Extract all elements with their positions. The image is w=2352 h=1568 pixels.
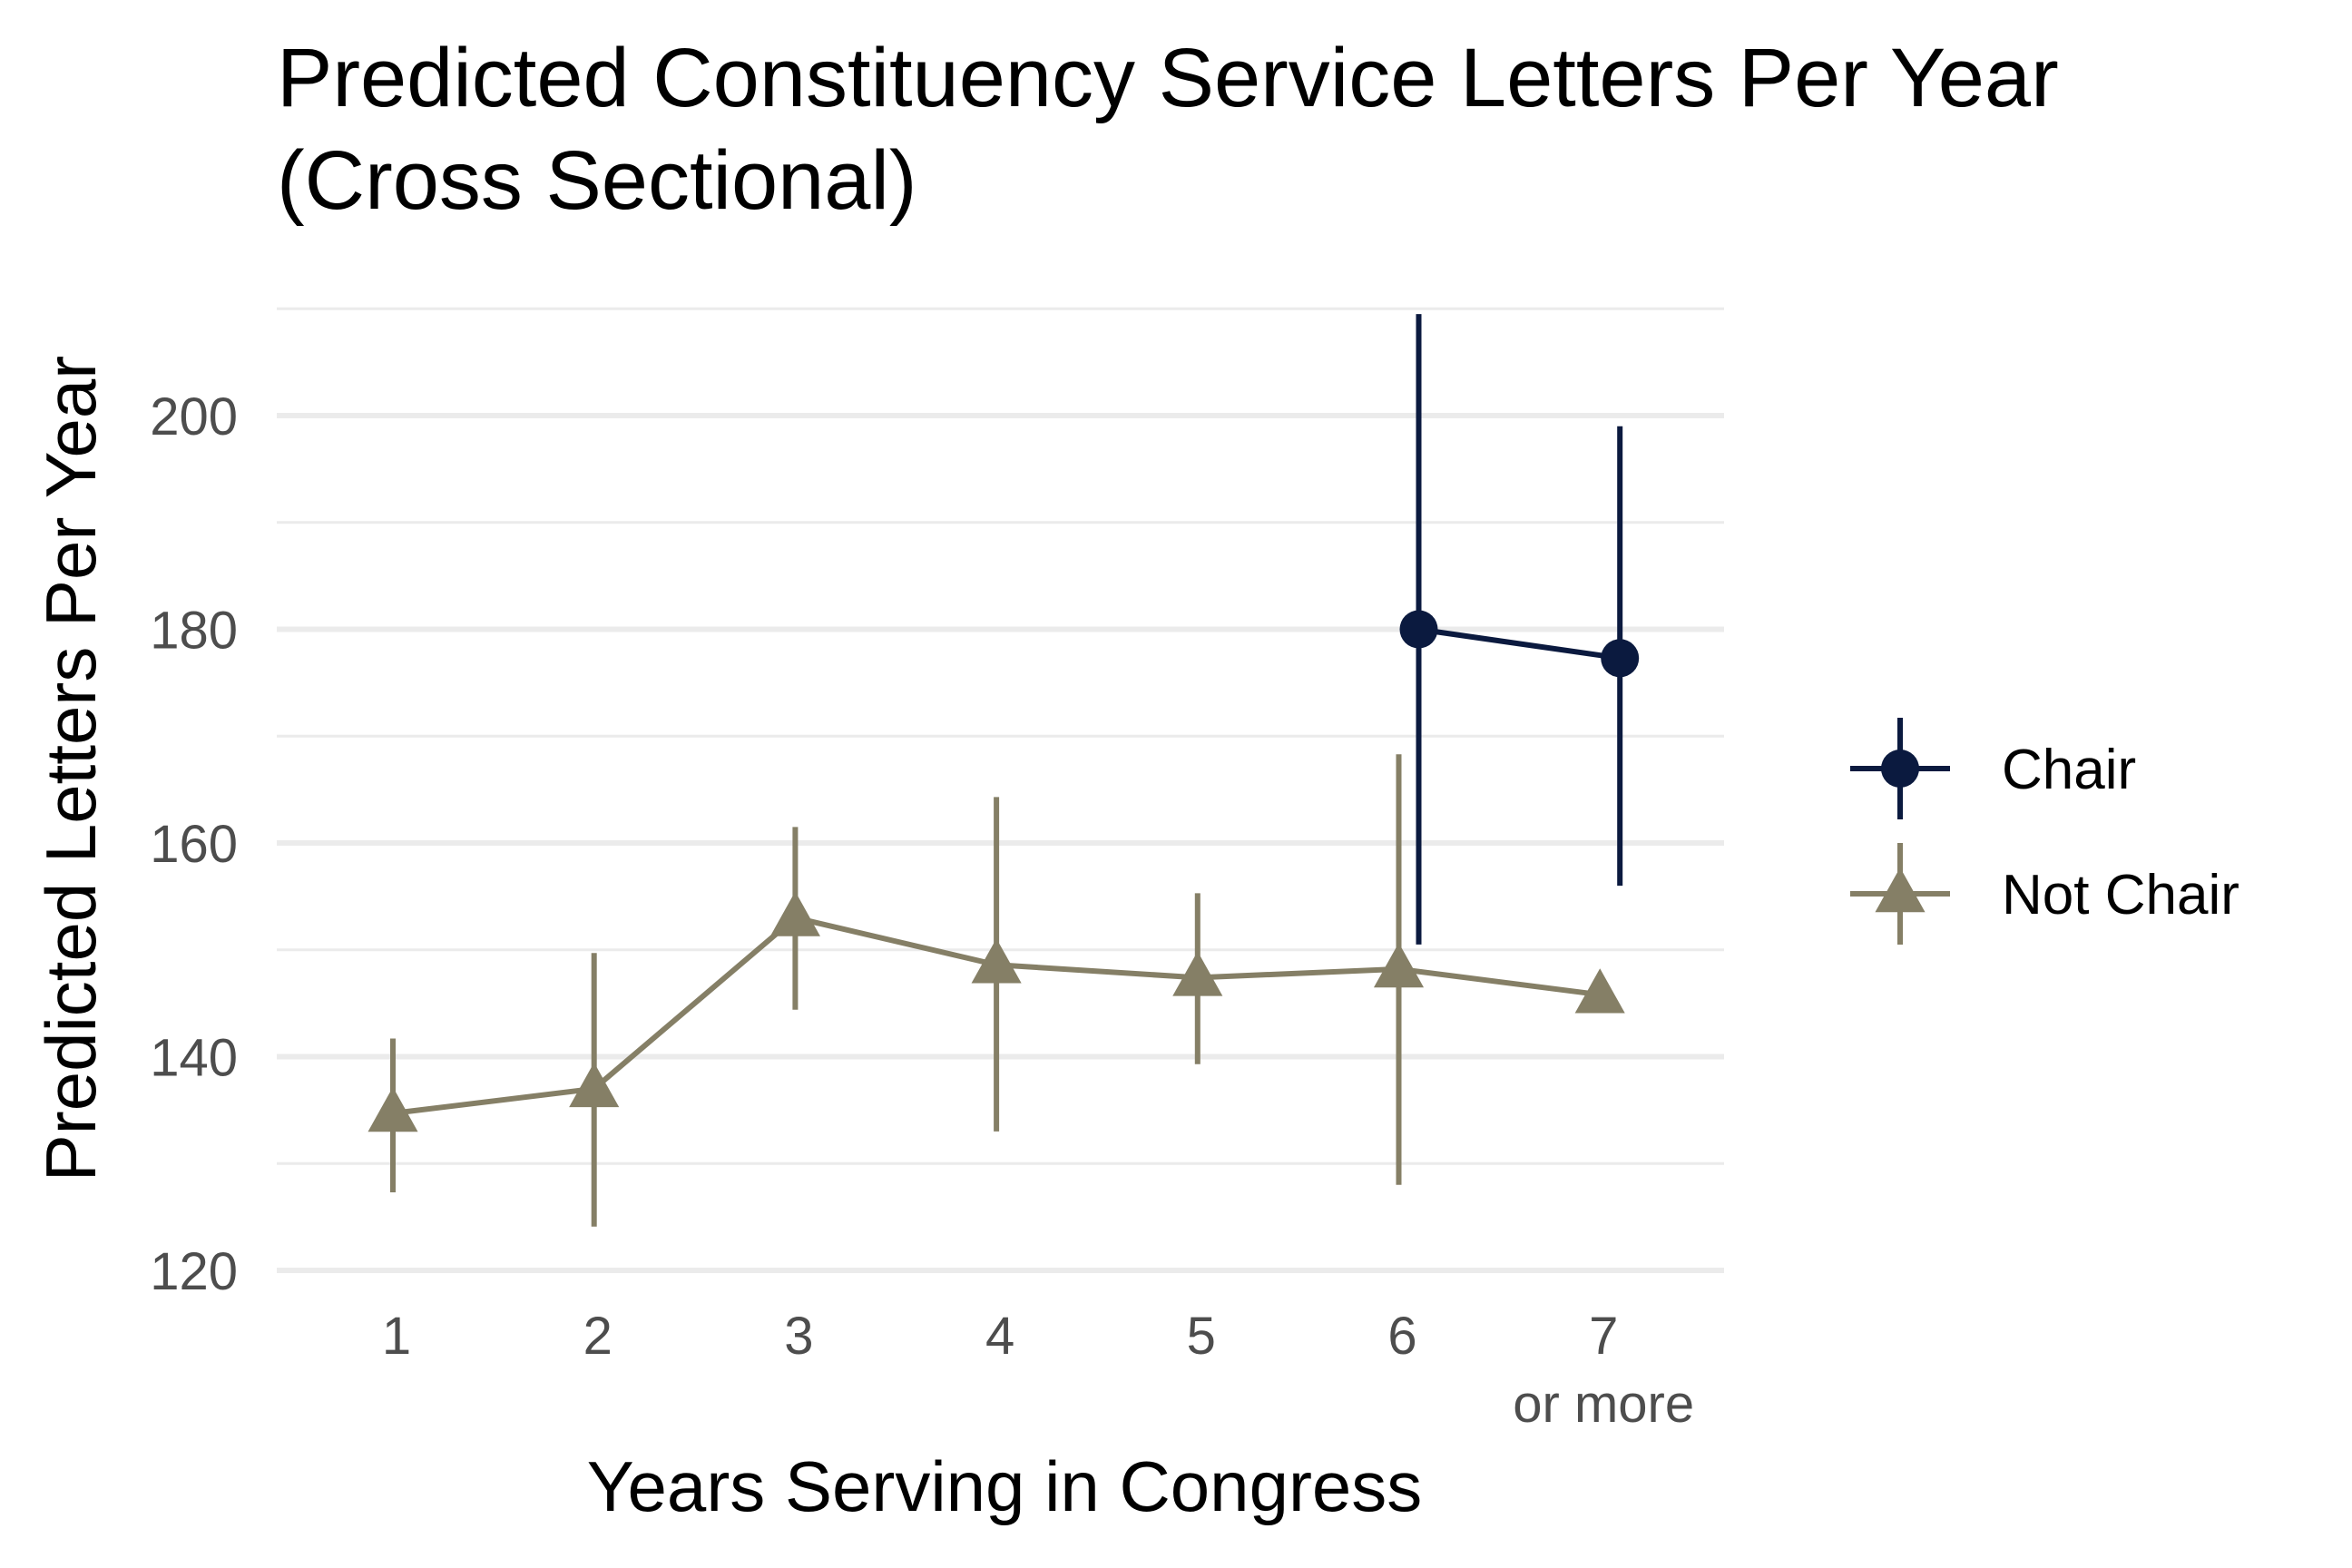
y-tick-label: 200 bbox=[150, 387, 238, 446]
legend: Chair Not Chair bbox=[1850, 718, 2239, 945]
data-point bbox=[769, 891, 820, 936]
series-line bbox=[1418, 626, 1621, 662]
y-axis-ticks: 120 140 160 180 200 bbox=[150, 387, 238, 1301]
y-tick-label: 180 bbox=[150, 602, 238, 661]
series-not-chair bbox=[368, 754, 1625, 1227]
data-point bbox=[569, 1062, 620, 1108]
x-tick-label: 1 bbox=[382, 1307, 411, 1366]
data-point bbox=[1373, 942, 1425, 988]
x-tick-label: 4 bbox=[985, 1307, 1014, 1366]
legend-key-marker bbox=[1881, 750, 1919, 788]
grid bbox=[277, 307, 1724, 1273]
x-axis-ticks: 1 2 3 4 5 6 7 or more bbox=[382, 1307, 1694, 1434]
x-tick-label: 7 bbox=[1589, 1307, 1618, 1366]
data-point bbox=[971, 938, 1022, 984]
data-point bbox=[1601, 639, 1640, 678]
x-tick-label: 3 bbox=[784, 1307, 813, 1366]
legend-label: Chair bbox=[2002, 739, 2136, 801]
x-axis-title: Years Serving in Congress bbox=[587, 1446, 1423, 1526]
y-tick-label: 120 bbox=[150, 1242, 238, 1301]
chart-title-line2: (Cross Sectional) bbox=[277, 134, 917, 227]
x-tick-label: 5 bbox=[1187, 1307, 1216, 1366]
y-axis-title: Predicted Letters Per Year bbox=[31, 356, 111, 1182]
legend-label: Not Chair bbox=[2002, 864, 2239, 926]
data-point bbox=[1399, 610, 1438, 649]
series-chair bbox=[1399, 314, 1640, 945]
x-tick-sublabel: or more bbox=[1513, 1375, 1694, 1434]
data-point bbox=[1172, 951, 1223, 996]
y-tick-label: 160 bbox=[150, 815, 238, 874]
data-point bbox=[368, 1086, 418, 1132]
legend-key-marker bbox=[1875, 867, 1926, 913]
y-tick-label: 140 bbox=[150, 1029, 238, 1088]
legend-item-not-chair: Not Chair bbox=[1850, 843, 2239, 945]
data-point bbox=[1574, 968, 1625, 1014]
x-tick-label: 6 bbox=[1387, 1307, 1416, 1366]
x-tick-label: 2 bbox=[583, 1307, 612, 1366]
chart-title-line1: Predicted Constituency Service Letters P… bbox=[277, 32, 2059, 124]
legend-item-chair: Chair bbox=[1850, 718, 2136, 819]
plot-area bbox=[368, 314, 1640, 1227]
